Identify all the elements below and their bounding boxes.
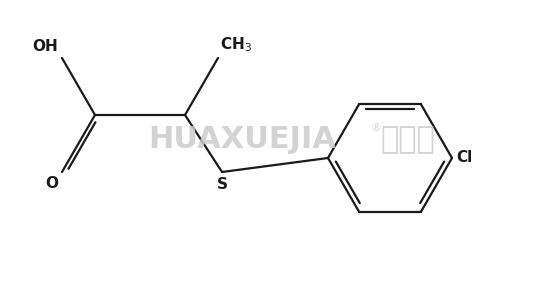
Text: ®: ® — [370, 123, 381, 133]
Text: OH: OH — [32, 39, 58, 54]
Text: S: S — [217, 177, 227, 192]
Text: Cl: Cl — [456, 151, 472, 166]
Text: HUAXUEJIA: HUAXUEJIA — [148, 126, 336, 154]
Text: O: O — [45, 176, 58, 191]
Text: 化学加: 化学加 — [380, 126, 435, 154]
Text: CH$_3$: CH$_3$ — [220, 35, 252, 54]
